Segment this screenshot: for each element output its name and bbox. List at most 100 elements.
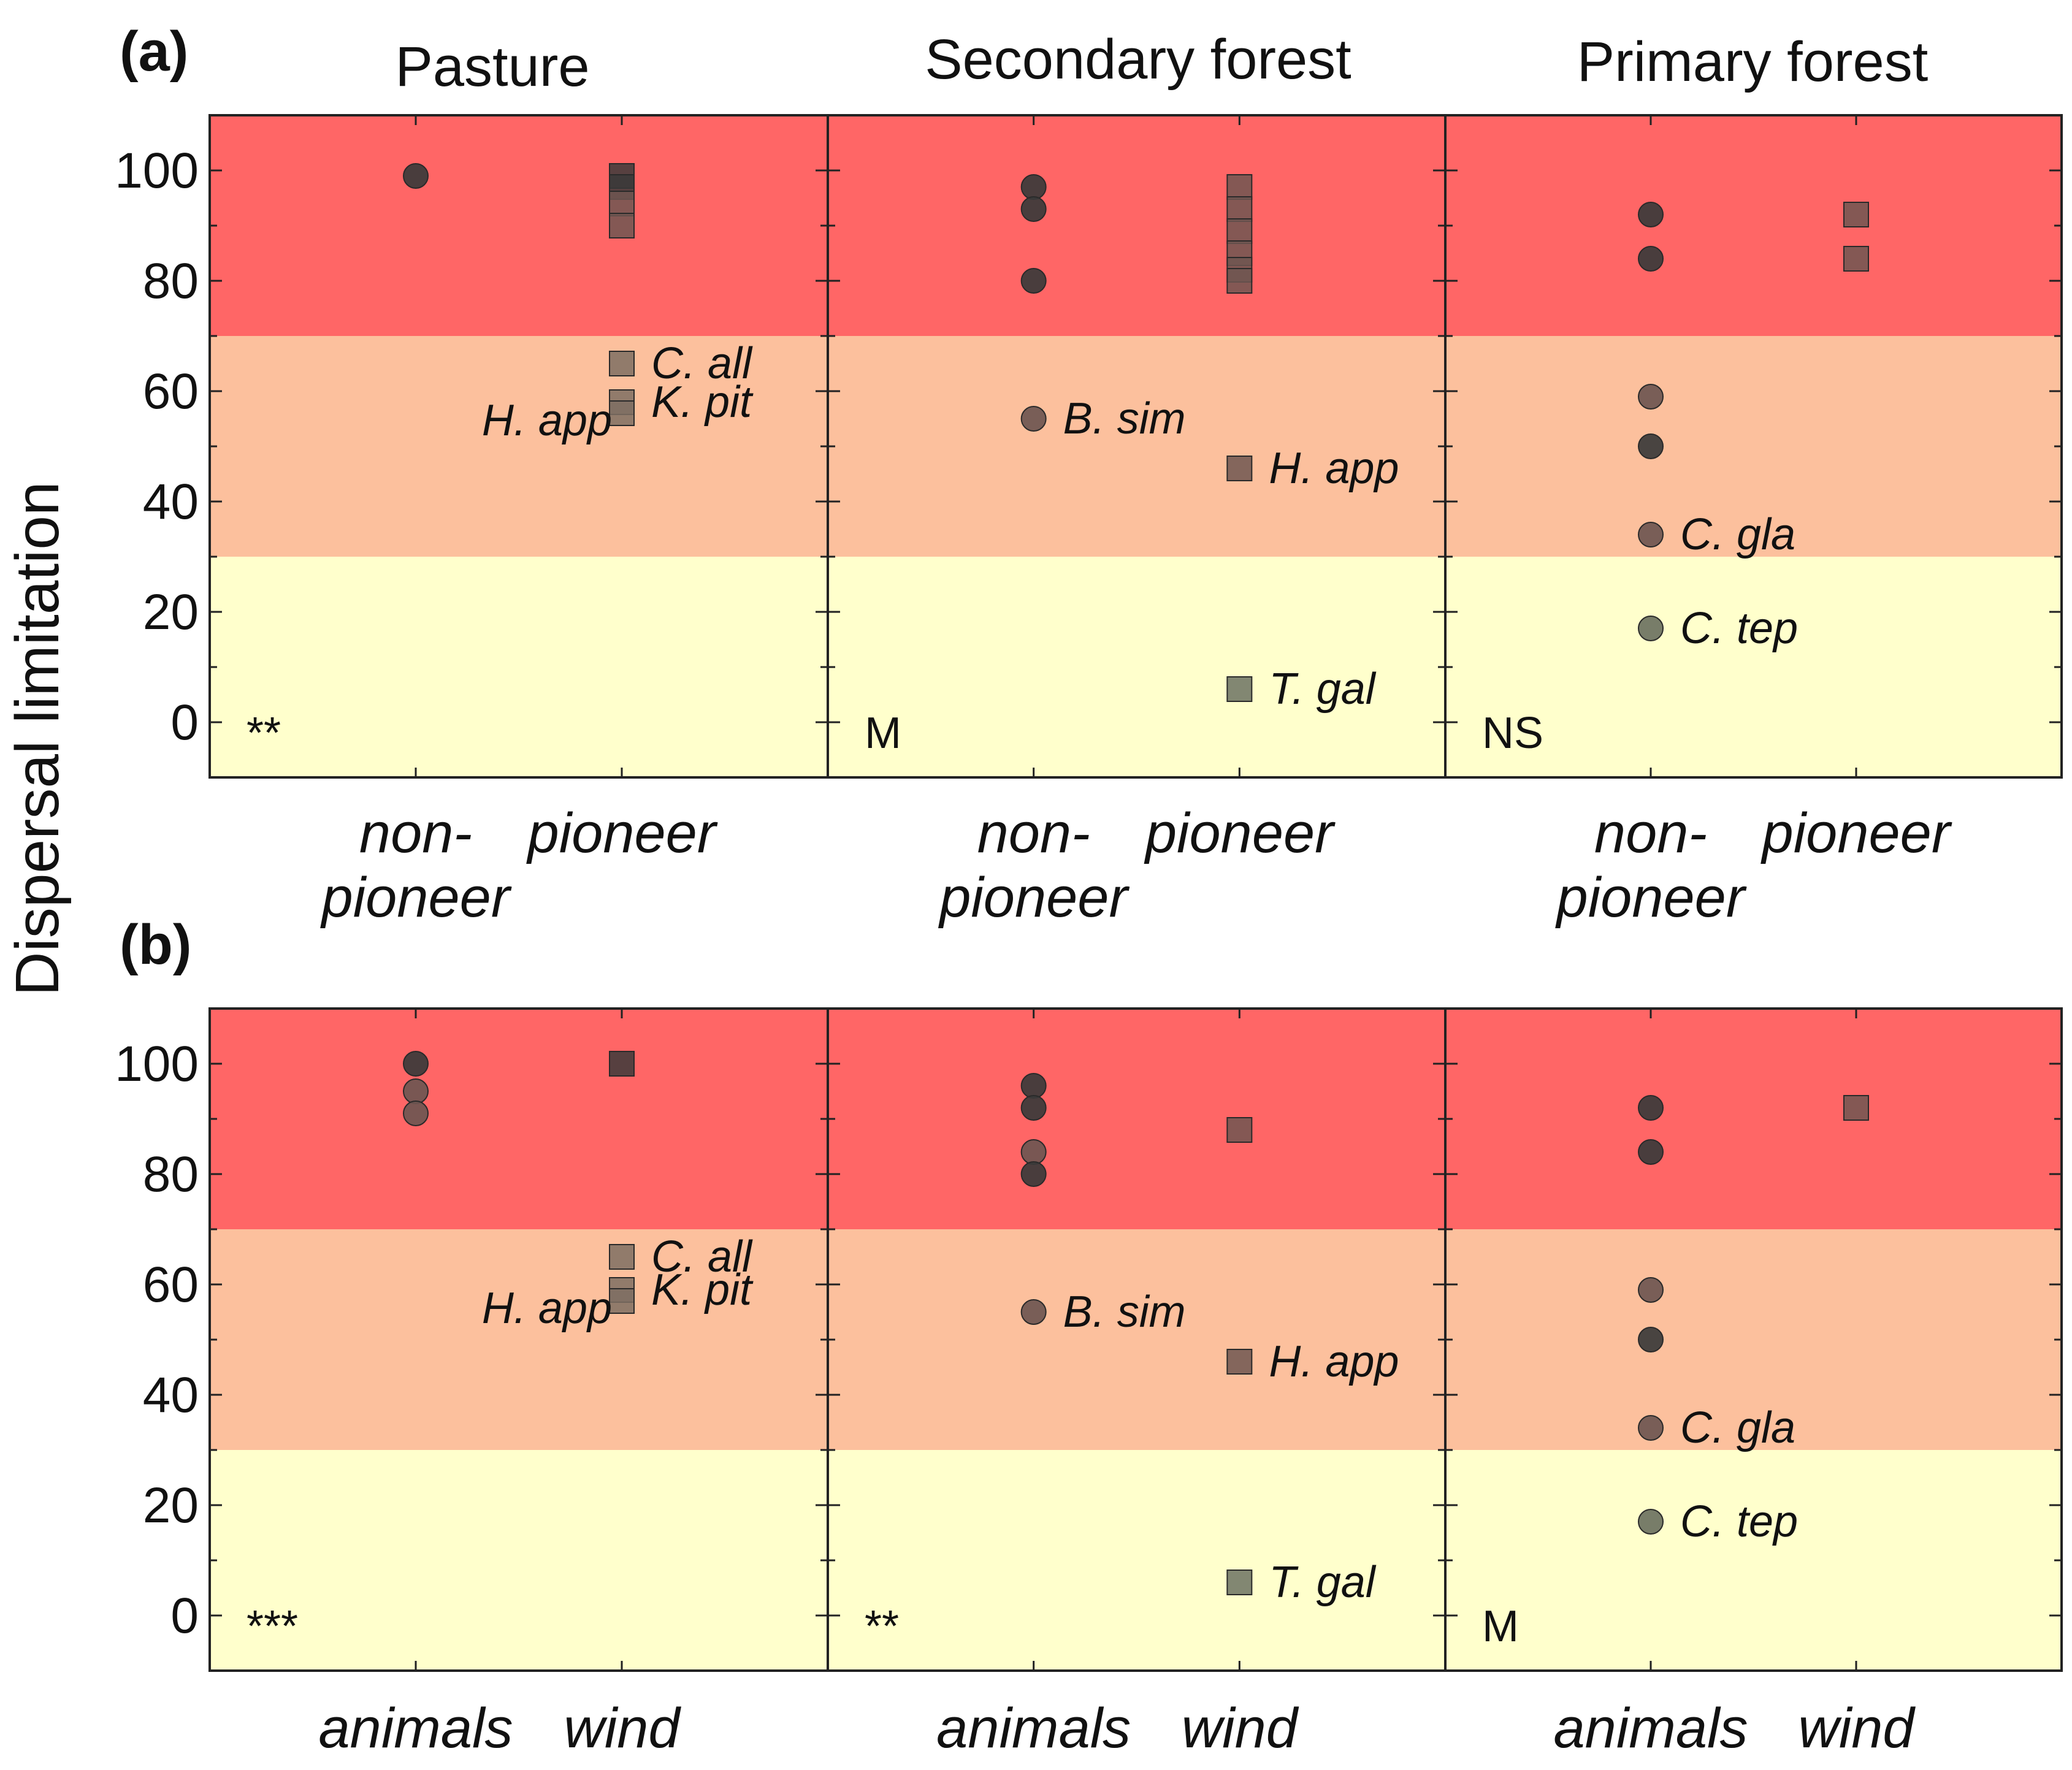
point-circle xyxy=(1638,1415,1664,1441)
point-circle xyxy=(1020,1161,1047,1187)
y-tick-label: 40 xyxy=(143,474,199,530)
species-label: H. app xyxy=(1269,444,1399,493)
species-label: C. gla xyxy=(1680,510,1795,559)
species-label: C. tep xyxy=(1680,604,1798,653)
point-circle xyxy=(1638,1139,1664,1165)
point-square xyxy=(1226,196,1253,222)
point-square xyxy=(609,1244,635,1270)
x-category-label: pioneer xyxy=(526,802,718,864)
y-tick-label: 40 xyxy=(143,1367,199,1423)
significance-label: ** xyxy=(865,1602,899,1651)
x-category-label: pioneer xyxy=(938,866,1130,929)
point-circle xyxy=(1638,433,1664,459)
significance-label: M xyxy=(1482,1602,1519,1651)
x-category-label: pioneer xyxy=(1555,866,1747,929)
point-circle xyxy=(1638,1277,1664,1303)
y-tick-label: 80 xyxy=(143,253,199,309)
x-category-label: pioneer xyxy=(320,866,512,929)
x-category-label: wind xyxy=(564,1697,681,1760)
species-label: H. app xyxy=(482,396,612,445)
significance-label: NS xyxy=(1482,709,1543,758)
point-square xyxy=(609,351,635,376)
point-circle xyxy=(403,163,429,189)
point-square xyxy=(1226,1117,1253,1143)
zone-high xyxy=(828,115,1445,336)
y-tick-label: 100 xyxy=(115,143,199,199)
x-category-label: non- xyxy=(359,802,472,864)
species-label: C. tep xyxy=(1680,1497,1798,1546)
species-label: C. all xyxy=(651,339,753,388)
species-label: H. app xyxy=(1269,1337,1399,1386)
zone-high xyxy=(210,115,828,336)
point-circle xyxy=(1020,1139,1047,1165)
point-circle xyxy=(1020,268,1047,294)
zone-medium xyxy=(1445,1229,2062,1450)
point-circle xyxy=(1020,1299,1047,1325)
panel-b-2: B. sim H. app T. gal ** animals wind xyxy=(827,1007,1447,1760)
zone-low xyxy=(210,1450,828,1671)
panel-frame xyxy=(1444,1007,2063,1672)
point-circle xyxy=(1638,1327,1664,1352)
point-square xyxy=(609,1288,635,1314)
point-square xyxy=(609,400,635,426)
y-tick-label: 0 xyxy=(170,1588,199,1644)
point-circle xyxy=(1638,384,1664,410)
point-circle xyxy=(1020,174,1047,200)
x-category-label: animals xyxy=(936,1697,1131,1760)
point-square xyxy=(1226,456,1253,481)
significance-label: M xyxy=(865,709,901,758)
point-square xyxy=(1226,268,1253,294)
zone-low xyxy=(828,557,1445,777)
y-tick-label: 0 xyxy=(170,695,199,750)
point-circle xyxy=(1020,406,1047,432)
species-label: K. pit xyxy=(651,1265,754,1314)
point-circle xyxy=(1638,246,1664,272)
column-title-pasture: Pasture xyxy=(395,36,589,98)
point-circle xyxy=(1020,196,1047,222)
significance-label: ** xyxy=(247,709,281,758)
column-title-secondary-forest: Secondary forest xyxy=(925,28,1351,91)
zone-high xyxy=(210,1009,828,1229)
point-square xyxy=(1843,1095,1869,1121)
x-category-label: pioneer xyxy=(1760,802,1952,864)
zone-low xyxy=(1445,557,2062,777)
y-tick-label: 60 xyxy=(143,1257,199,1313)
point-square xyxy=(1226,676,1253,702)
species-label: K. pit xyxy=(651,378,754,427)
zone-medium xyxy=(828,1229,1445,1450)
species-label: B. sim xyxy=(1063,1287,1186,1337)
species-label: T. gal xyxy=(1269,665,1376,714)
point-square xyxy=(1843,202,1869,227)
zone-low xyxy=(1445,1450,2062,1671)
species-label: B. sim xyxy=(1063,394,1186,443)
zone-high xyxy=(828,1009,1445,1229)
point-square xyxy=(609,191,635,216)
species-label: C. all xyxy=(651,1232,753,1281)
zone-high xyxy=(1445,115,2062,336)
zone-high xyxy=(1445,1009,2062,1229)
point-circle xyxy=(1020,1095,1047,1121)
x-category-label: non- xyxy=(1594,802,1707,864)
zone-medium xyxy=(210,336,828,557)
row-label-a: (a) xyxy=(120,20,188,83)
species-label: C. gla xyxy=(1680,1403,1795,1452)
y-tick-label: 20 xyxy=(143,1478,199,1533)
panel-frame xyxy=(1444,114,2063,779)
point-square xyxy=(1226,218,1253,244)
point-circle xyxy=(403,1101,429,1126)
point-circle xyxy=(1020,1073,1047,1099)
x-category-label: animals xyxy=(318,1697,513,1760)
species-label: T. gal xyxy=(1269,1558,1376,1607)
y-tick-label: 20 xyxy=(143,584,199,640)
x-category-label: pioneer xyxy=(1144,802,1336,864)
y-tick-label: 60 xyxy=(143,364,199,419)
zone-medium xyxy=(1445,336,2062,557)
point-square xyxy=(1226,1349,1253,1375)
species-label: H. app xyxy=(482,1284,612,1333)
